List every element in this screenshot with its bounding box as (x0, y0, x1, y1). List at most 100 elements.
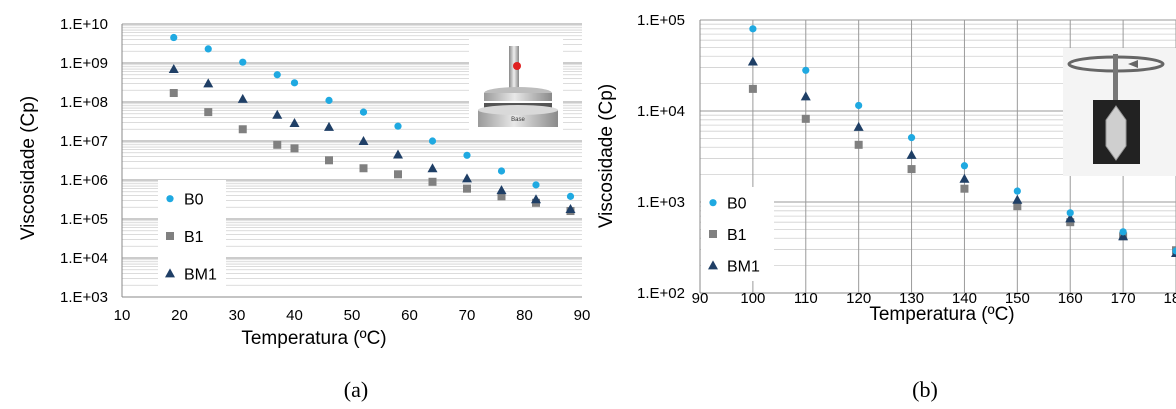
data-point-b0 (463, 151, 471, 159)
legend-label-bm1: BM1 (184, 266, 217, 283)
panel-a-x-axis-title: Temperatura (ºC) (241, 328, 386, 349)
data-point-b1 (1013, 202, 1022, 211)
panel-a-legend: B0 B1 BM1 (158, 180, 226, 292)
x-tick-label: 70 (459, 307, 476, 324)
data-point-b1 (394, 170, 402, 179)
panel-b-x-axis-title: Temperatura (ºC) (869, 304, 1014, 325)
y-tick-label: 1.E+06 (60, 172, 108, 189)
data-point-b1 (801, 114, 810, 123)
x-tick-label: 30 (229, 307, 246, 324)
data-point-b1 (290, 144, 299, 153)
data-point-bm1 (462, 173, 472, 183)
panel-a-y-axis-title: Viscosidade (Cp) (18, 96, 39, 240)
data-point-b1 (428, 177, 437, 186)
data-point-b0 (1013, 187, 1021, 195)
data-point-bm1 (565, 204, 576, 214)
y-tick-label: 1.E+04 (637, 103, 685, 120)
data-point-bm1 (168, 64, 179, 74)
data-point-bm1 (1118, 231, 1129, 241)
x-tick-label: 170 (1111, 290, 1136, 307)
data-point-b0 (204, 45, 212, 53)
data-point-b0 (325, 96, 333, 104)
data-point-b0 (239, 58, 247, 66)
x-tick-label: 60 (401, 307, 418, 324)
x-tick-label: 110 (794, 290, 818, 307)
panel-a-caption: (a) (344, 377, 368, 402)
y-tick-label: 1.E+05 (60, 211, 108, 228)
data-point-bm1 (531, 194, 541, 204)
data-point-b0 (1066, 209, 1074, 217)
data-point-b1 (748, 84, 757, 93)
data-point-bm1 (1012, 194, 1023, 204)
y-tick-label: 1.E+03 (637, 194, 685, 211)
x-tick-label: 50 (344, 307, 361, 324)
data-point-b0 (428, 137, 437, 145)
legend-label-b0: B0 (184, 192, 204, 209)
panel-b-y-axis-title: Viscosidade (Cp) (596, 84, 617, 228)
data-point-b1 (204, 108, 213, 117)
data-point-b1 (854, 140, 863, 149)
legend-marker-b0 (709, 199, 717, 207)
y-tick-label: 1.E+05 (637, 12, 685, 29)
data-point-b1 (273, 140, 282, 149)
legend-marker-b1 (709, 230, 717, 238)
x-tick-label: 120 (846, 290, 871, 307)
data-point-b0 (359, 108, 368, 116)
x-tick-label: 20 (171, 307, 188, 324)
data-point-b0 (497, 167, 506, 175)
data-point-b1 (359, 164, 368, 173)
panel-b-y-ticks: 1.E+02 1.E+03 1.E+04 1.E+05 (637, 12, 685, 302)
data-point-bm1 (272, 109, 283, 119)
x-tick-label: 160 (1058, 290, 1083, 307)
legend-marker-b0 (166, 195, 174, 203)
data-point-b0 (960, 162, 969, 170)
panel-b-gridlines (699, 19, 1176, 294)
panel-b-chart: 90100110120130140150160170180 1.E+021.E+… (596, 12, 1176, 402)
data-point-b1 (907, 165, 916, 174)
data-point-bm1 (393, 149, 403, 159)
data-point-b0 (532, 181, 540, 189)
panel-b-x-ticks: 90 100 110 120 130 140 150 160 170 180 (692, 290, 1176, 307)
x-tick-label: 10 (114, 307, 131, 324)
y-tick-label: 1.E+09 (60, 55, 108, 72)
data-point-bm1 (747, 56, 758, 66)
data-point-b1 (325, 156, 333, 165)
data-point-bm1 (324, 121, 334, 131)
y-tick-label: 1.E+02 (637, 285, 685, 302)
legend-marker-b1 (166, 232, 174, 240)
data-point-b0 (290, 79, 299, 87)
data-point-b0 (1119, 228, 1127, 236)
legend-label-b1: B1 (727, 227, 747, 244)
data-point-b1 (238, 125, 247, 134)
data-point-b0 (749, 25, 757, 33)
panel-a-y-ticks: 1.E+03 1.E+04 1.E+05 1.E+06 1.E+07 1.E+08 1.E+… (60, 16, 108, 306)
legend-label-bm1: BM1 (727, 258, 760, 275)
data-point-bm1 (853, 121, 864, 131)
data-point-b1 (960, 184, 969, 193)
x-tick-label: 40 (286, 307, 303, 324)
data-point-b1 (463, 184, 471, 193)
data-point-b0 (907, 134, 916, 142)
parallel-plate-rheometer-icon: Base (469, 38, 563, 135)
data-point-b0 (855, 101, 863, 110)
data-point-b0 (566, 192, 575, 200)
data-point-bm1 (237, 93, 248, 103)
data-point-b1 (497, 192, 506, 201)
data-point-b0 (273, 71, 281, 79)
data-point-b0 (170, 33, 178, 42)
y-tick-label: 1.E+10 (60, 16, 108, 33)
panel-b-data-points (747, 25, 1176, 258)
data-point-bm1 (906, 149, 917, 159)
panel-b-caption: (b) (912, 377, 938, 402)
data-point-bm1 (358, 136, 369, 145)
legend-label-b0: B0 (727, 196, 747, 213)
x-tick-label: 80 (516, 307, 533, 324)
data-point-bm1 (203, 78, 214, 88)
x-tick-label: 90 (692, 290, 709, 307)
data-point-b0 (394, 122, 402, 130)
x-tick-label: 140 (952, 290, 977, 307)
x-tick-label: 130 (899, 290, 924, 307)
y-tick-label: 1.E+08 (60, 94, 108, 111)
x-tick-label: 90 (574, 307, 591, 324)
